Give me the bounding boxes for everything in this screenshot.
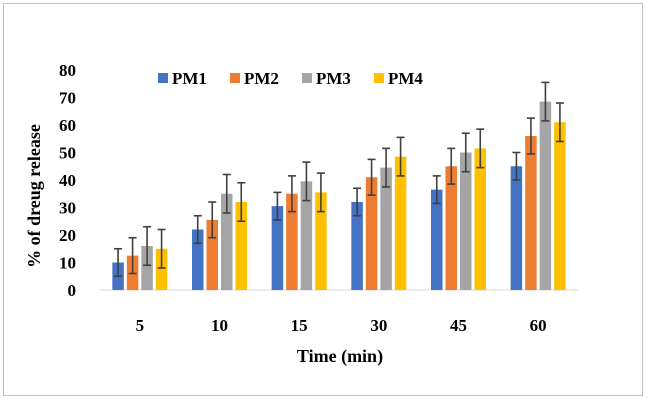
legend-swatch-pm2 <box>230 73 240 83</box>
legend-label-pm3: PM3 <box>316 69 351 88</box>
bar-pm1-60 <box>510 166 523 290</box>
legend-label-pm2: PM2 <box>244 69 279 88</box>
y-axis-title: % of dreug release <box>24 124 44 268</box>
bar-pm2-30 <box>365 177 378 290</box>
bar-pm3-15 <box>300 181 313 290</box>
bar-pm1-15 <box>271 206 284 290</box>
x-tick-label: 45 <box>450 316 467 335</box>
legend-label-pm1: PM1 <box>172 69 207 88</box>
x-tick-label: 5 <box>136 316 145 335</box>
bar-pm4-15 <box>315 192 327 290</box>
legend-swatch-pm4 <box>374 73 384 83</box>
bar-pm2-10 <box>206 219 218 290</box>
x-tick-label: 30 <box>370 316 387 335</box>
y-tick-label: 10 <box>59 254 76 273</box>
x-tick-label: 60 <box>530 316 547 335</box>
legend-swatch-pm1 <box>158 73 168 83</box>
y-tick-label: 40 <box>59 171 76 190</box>
bar-pm4-30 <box>394 156 407 290</box>
bar-pm3-30 <box>380 167 392 290</box>
bar-pm2-60 <box>525 136 537 290</box>
bar-pm3-45 <box>460 152 472 290</box>
bar-pm1-30 <box>351 202 363 290</box>
bar-pm4-5 <box>155 248 168 290</box>
bar-pm2-45 <box>445 166 457 290</box>
bar-pm3-60 <box>539 101 552 290</box>
y-tick-label: 0 <box>68 281 77 300</box>
y-tick-label: 70 <box>59 89 76 108</box>
y-tick-label: 30 <box>59 199 76 218</box>
x-axis-title: Time (min) <box>297 346 383 367</box>
legend-swatch-pm3 <box>302 73 312 83</box>
bar-pm4-60 <box>554 122 566 290</box>
bar-pm3-10 <box>221 193 233 290</box>
bar-pm3-5 <box>141 246 153 290</box>
y-tick-label: 50 <box>59 144 76 163</box>
x-tick-label: 15 <box>291 316 308 335</box>
y-tick-label: 80 <box>59 61 76 80</box>
bar-pm1-45 <box>431 189 443 290</box>
y-tick-label: 20 <box>59 226 76 245</box>
y-tick-label: 60 <box>59 116 76 135</box>
x-tick-label: 10 <box>211 316 228 335</box>
bar-pm1-10 <box>192 229 204 290</box>
bar-pm4-45 <box>474 148 486 290</box>
bar-pm4-10 <box>235 202 247 290</box>
bar-pm2-15 <box>286 193 298 290</box>
legend-label-pm4: PM4 <box>388 69 423 88</box>
